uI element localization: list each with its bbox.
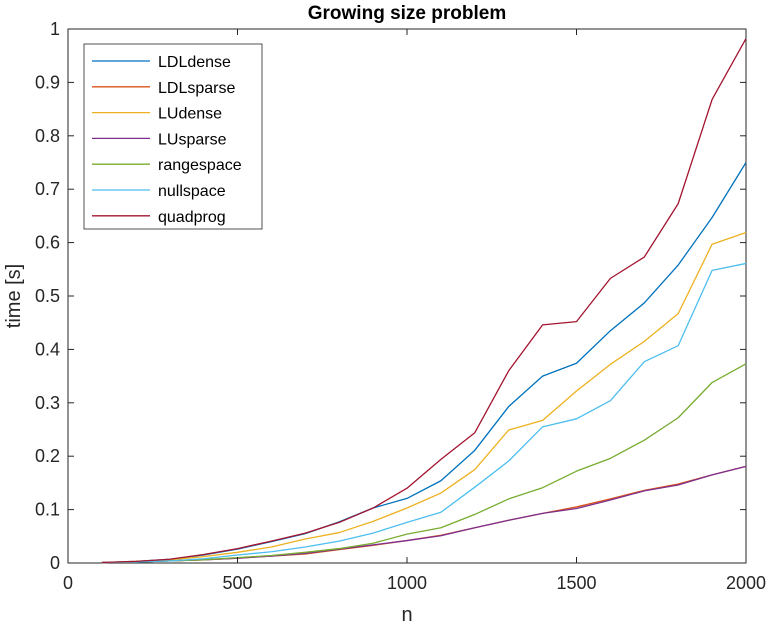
y-tick-label: 0.3: [35, 393, 60, 413]
chart-title: Growing size problem: [308, 3, 506, 24]
y-tick-label: 0.7: [35, 179, 60, 199]
legend-label-rangespace: rangespace: [158, 157, 242, 174]
series-line-nullspace: [101, 262, 747, 564]
legend-label-ludense: LUdense: [158, 106, 222, 123]
legend-label-nullspace: nullspace: [158, 183, 226, 200]
x-tick-label: 2000: [726, 573, 766, 593]
legend-box: [83, 43, 263, 230]
series-line-ludense: [101, 231, 747, 564]
y-tick-label: 0.2: [35, 446, 60, 466]
y-tick-label: 0.9: [35, 72, 60, 92]
y-tick-label: 0.1: [35, 500, 60, 520]
y-tick-label: 1: [50, 19, 60, 39]
legend-label-quadprog: quadprog: [158, 209, 226, 226]
series-line-rangespace: [101, 363, 747, 564]
series-line-quadprog: [101, 38, 747, 564]
y-tick-label: 0.5: [35, 286, 60, 306]
y-tick-label: 0.4: [35, 339, 60, 359]
legend: LDLdense LDLsparse LUdense LUsparse rangespa…: [83, 43, 263, 230]
x-tick-label: 500: [222, 573, 252, 593]
y-tick-label: 0.6: [35, 233, 60, 253]
x-tick-label: 1500: [556, 573, 596, 593]
x-axis-label: n: [401, 604, 412, 625]
y-tick-label: 0: [50, 553, 60, 573]
legend-label-lusparse: LUsparse: [158, 131, 227, 148]
axes: 0 500 1000 1500 2000 0 0.1 0.2 0.3 0.4 0.5 0.6 0.7 0.…: [35, 19, 766, 593]
y-tick-label: 0.8: [35, 126, 60, 146]
series-lines: [101, 38, 747, 564]
legend-label-ldlsparse: LDLsparse: [158, 80, 235, 97]
x-tick-label: 1000: [387, 573, 427, 593]
legend-label-ldldense: LDLdense: [158, 54, 231, 71]
x-tick-label: 0: [63, 573, 73, 593]
y-axis-label: time [s]: [3, 264, 25, 328]
